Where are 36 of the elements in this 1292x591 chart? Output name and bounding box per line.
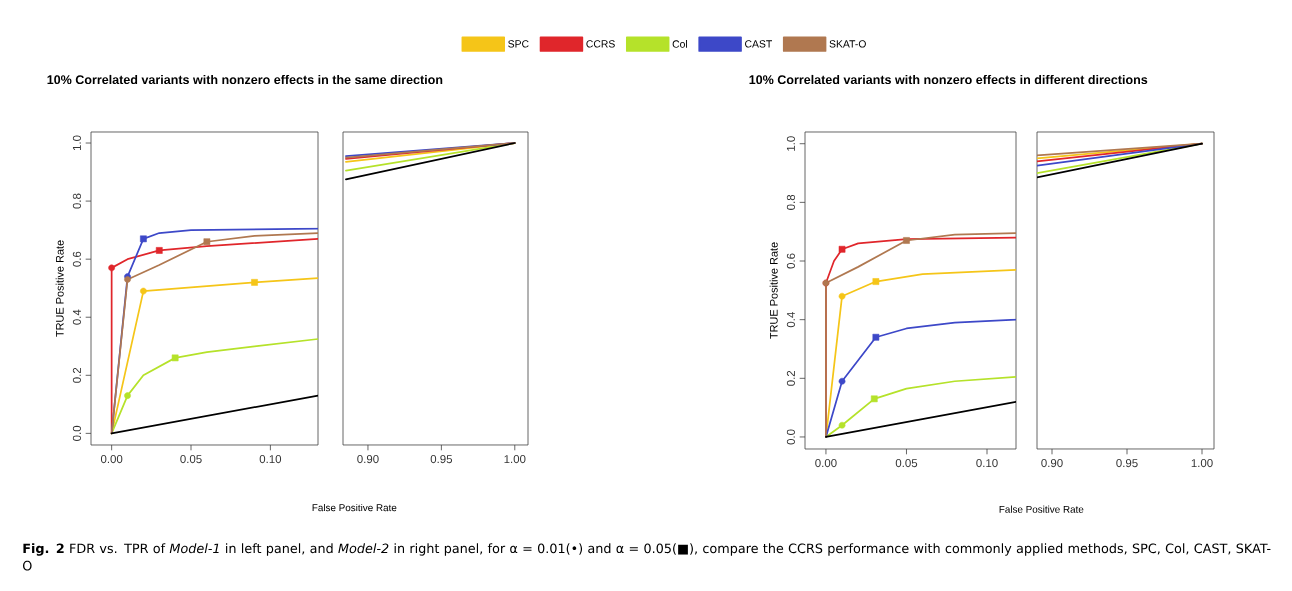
y-tick-label: 0.0	[72, 425, 81, 441]
y-axis-title: TRUE Positive Rate	[769, 242, 778, 339]
chart-title: 10% Correlated variants with nonzero effects in different directions	[749, 74, 1148, 85]
y-tick-label: 0.8	[786, 194, 795, 210]
x-tick-label: 0.10	[259, 455, 282, 464]
x-tick-label: 0.95	[430, 455, 453, 464]
legend-label: SKAT-O	[829, 40, 866, 48]
y-tick-label: 0.8	[72, 193, 81, 209]
x-axis-title: False Positive Rate	[999, 505, 1084, 513]
x-tick-label: 0.90	[357, 455, 379, 464]
y-tick-label: 0.6	[72, 251, 81, 267]
legend-label: Col	[672, 40, 688, 48]
y-axis-title: TRUE Positive Rate	[55, 240, 64, 337]
y-tick-label: 0.2	[72, 367, 81, 383]
y-tick-label: 0.4	[786, 312, 795, 328]
x-tick-label: 0.00	[100, 455, 123, 464]
y-tick-label: 1.0	[72, 135, 81, 151]
x-tick-label: 0.10	[976, 459, 998, 468]
legend-label: CCRS	[586, 40, 615, 48]
x-tick-label: 0.95	[1116, 459, 1138, 468]
x-axis-title: False Positive Rate	[312, 503, 397, 512]
y-tick-label: 0.6	[786, 253, 795, 269]
y-tick-label: 0.4	[72, 309, 81, 325]
chart-title: 10% Correlated variants with nonzero effects in the same direction	[47, 74, 443, 85]
y-tick-label: 1.0	[786, 136, 795, 151]
x-tick-label: 1.00	[1191, 459, 1213, 468]
legend-label: SPC	[508, 40, 529, 48]
x-tick-label: 0.05	[895, 459, 918, 468]
x-tick-label: 0.00	[815, 459, 837, 468]
y-tick-label: 0.2	[786, 370, 795, 386]
x-tick-label: 0.90	[1041, 459, 1063, 468]
x-tick-label: 0.05	[180, 455, 202, 464]
legend-label: CAST	[745, 40, 772, 48]
y-tick-label: 0.0	[786, 429, 795, 445]
x-tick-label: 1.00	[504, 455, 526, 464]
text: Fig. 2 FDR vs. TPR of Model-1 in left panel, and Model-2 in right panel, for α = 0.01(•) and α = 0.05(■), compare the CCRS performance with commonly applied methods, SPC, Col, CAST, SKAT-O	[22, 543, 1271, 571]
